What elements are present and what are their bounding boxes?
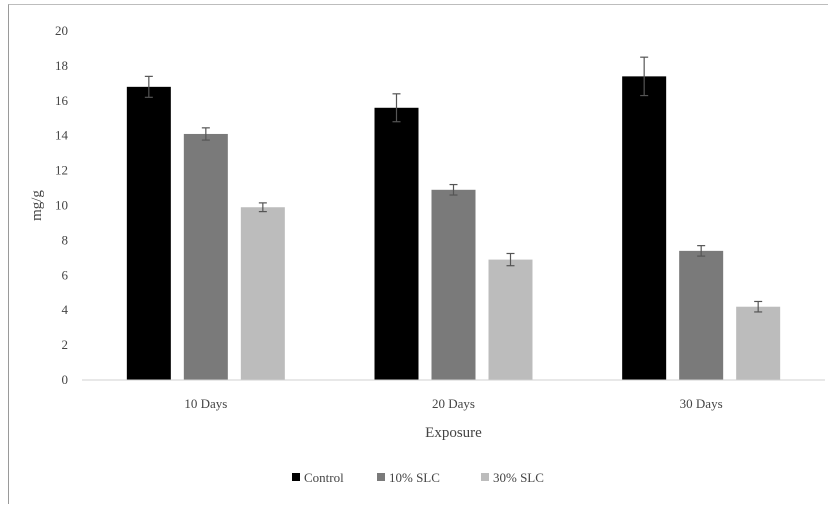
bar-10-slc-3 [679,250,724,380]
y-tick-label: 0 [62,372,69,387]
error-bar [258,202,267,213]
y-axis-tick-labels: 0 2 4 6 8 10 12 14 16 18 20 [55,23,69,387]
y-tick-label: 20 [55,23,68,38]
y-tick-label: 4 [62,302,69,317]
bar-30-slc-1 [240,207,285,380]
chart-frame [8,4,828,504]
legend-swatch [481,473,489,481]
y-tick-label: 18 [55,58,68,73]
x-axis-tick-labels: 10 Days 20 Days 30 Days [184,396,722,411]
legend-label: 10% SLC [389,470,440,485]
bar-10-slc-1 [183,133,228,380]
bar-30-slc-3 [736,306,781,380]
bar-control-1 [126,86,171,380]
y-tick-label: 12 [55,163,68,178]
legend: Control 10% SLC 30% SLC [292,470,544,485]
x-tick-label: 30 Days [680,396,723,411]
error-bar [754,300,763,313]
error-bar [506,252,515,267]
error-bar [201,127,210,141]
x-axis-title: Exposure [425,425,482,441]
bar-30-slc-2 [488,259,533,380]
legend-label: Control [304,470,344,485]
y-tick-label: 8 [62,232,69,247]
y-tick-label: 10 [55,198,68,213]
error-bar [144,75,153,98]
x-tick-label: 10 Days [184,396,227,411]
error-bar [449,183,458,196]
y-axis-title: mg/g [29,190,45,221]
error-bar [697,245,706,257]
error-bar [392,93,401,123]
y-tick-label: 16 [55,93,69,108]
y-tick-label: 6 [62,267,69,282]
legend-swatch [377,473,385,481]
error-bar [640,56,649,97]
x-tick-label: 20 Days [432,396,475,411]
bar-series-group [126,56,781,381]
y-tick-label: 2 [62,337,69,352]
y-tick-label: 14 [55,128,69,143]
bar-control-3 [622,76,667,381]
legend-label: 30% SLC [493,470,544,485]
bar-10-slc-2 [431,189,476,380]
bar-control-2 [374,107,419,380]
legend-swatch [292,473,300,481]
